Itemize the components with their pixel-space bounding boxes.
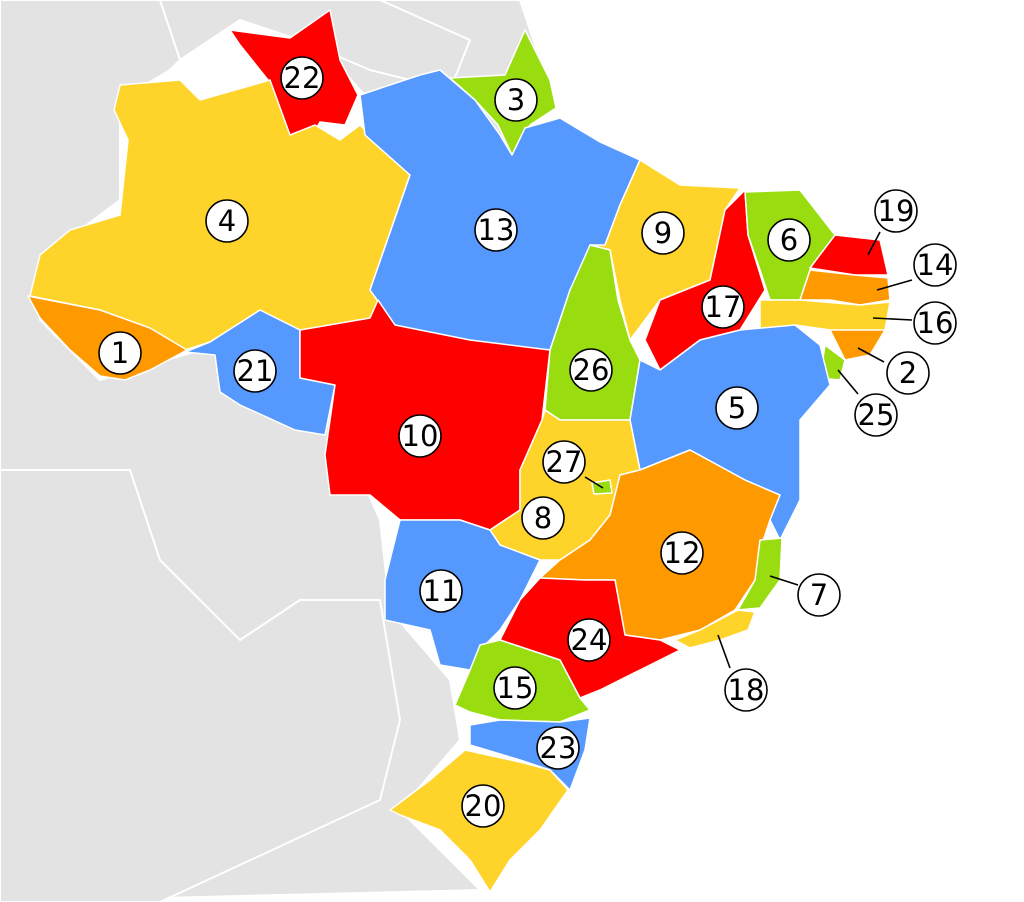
state-number-rio-grande-do-sul: 20 [465, 789, 502, 823]
state-espirito-santo[interactable] [737, 537, 783, 611]
leader-line-19 [867, 231, 881, 256]
state-number-mato-grosso-do-sul: 11 [423, 574, 460, 608]
state-badge-pernambuco[interactable]: 16 [913, 301, 957, 345]
state-badge-para[interactable]: 13 [474, 208, 518, 252]
state-badge-sergipe[interactable]: 25 [854, 393, 898, 437]
state-badge-rio-grande-do-sul[interactable]: 20 [461, 784, 505, 828]
state-number-sergipe: 25 [858, 398, 895, 432]
state-number-ceara: 6 [780, 223, 798, 257]
state-number-acre: 1 [111, 336, 129, 370]
state-badge-goias[interactable]: 8 [521, 496, 565, 540]
state-number-rio-grande-do-norte: 19 [878, 194, 915, 228]
state-badge-santa-catarina[interactable]: 23 [536, 726, 580, 770]
state-badge-rondonia[interactable]: 21 [233, 349, 277, 393]
state-badge-rio-grande-do-norte[interactable]: 19 [874, 189, 918, 233]
state-badge-espirito-santo[interactable]: 7 [797, 573, 841, 617]
state-badge-mato-grosso[interactable]: 10 [398, 414, 442, 458]
leader-line-16 [872, 317, 913, 321]
leader-line-27 [584, 476, 604, 489]
state-badge-maranhao[interactable]: 9 [641, 211, 685, 255]
state-badge-acre[interactable]: 1 [98, 331, 142, 375]
state-number-goias: 8 [534, 501, 552, 535]
state-badge-sao-paulo[interactable]: 24 [567, 618, 611, 662]
state-badge-rio-de-janeiro[interactable]: 18 [724, 668, 768, 712]
leader-line-7 [769, 575, 799, 586]
state-rio-de-janeiro[interactable] [674, 609, 756, 649]
state-number-distrito-federal: 27 [546, 445, 583, 479]
state-badge-bahia[interactable]: 5 [715, 386, 759, 430]
state-number-espirito-santo: 7 [810, 578, 828, 612]
state-rio-grande-do-norte[interactable] [809, 234, 889, 276]
state-number-sao-paulo: 24 [571, 623, 608, 657]
state-badge-alagoas[interactable]: 2 [886, 351, 930, 395]
state-number-piaui: 17 [705, 290, 742, 324]
state-badge-amapa[interactable]: 3 [494, 78, 538, 122]
state-badge-roraima[interactable]: 22 [280, 56, 324, 100]
state-badge-amazonas[interactable]: 4 [205, 199, 249, 243]
state-number-rio-de-janeiro: 18 [728, 673, 765, 707]
leader-line-25 [837, 369, 859, 395]
state-badge-distrito-federal[interactable]: 27 [542, 440, 586, 484]
state-badge-tocantins[interactable]: 26 [569, 348, 613, 392]
state-number-pernambuco: 16 [917, 306, 954, 340]
state-number-badges: 1 2 3 4 5 6 7 8 9 10 11 12 13 14 15 16 1… [98, 56, 957, 828]
neighbor-land-south [0, 469, 401, 902]
state-badge-parana[interactable]: 15 [493, 666, 537, 710]
state-number-amazonas: 4 [218, 204, 236, 238]
leader-line-2 [857, 347, 885, 363]
state-badge-ceara[interactable]: 6 [767, 218, 811, 262]
state-number-santa-catarina: 23 [540, 731, 577, 765]
state-mato-grosso-do-sul[interactable] [384, 519, 541, 671]
state-badge-mato-grosso-do-sul[interactable]: 11 [419, 569, 463, 613]
state-number-alagoas: 2 [899, 356, 917, 390]
state-badge-paraiba[interactable]: 14 [913, 243, 957, 287]
state-number-mato-grosso: 10 [402, 419, 439, 453]
state-number-minas-gerais: 12 [664, 536, 701, 570]
state-badge-piaui[interactable]: 17 [701, 285, 745, 329]
state-badge-minas-gerais[interactable]: 12 [660, 531, 704, 575]
state-number-tocantins: 26 [573, 353, 610, 387]
state-number-rondonia: 21 [237, 354, 274, 388]
state-number-roraima: 22 [284, 61, 321, 95]
state-number-amapa: 3 [507, 83, 525, 117]
leader-lines [584, 231, 913, 669]
leader-line-14 [876, 279, 913, 291]
state-number-maranhao: 9 [654, 216, 672, 250]
state-number-para: 13 [478, 213, 515, 247]
state-number-parana: 15 [497, 671, 534, 705]
state-number-paraiba: 14 [917, 248, 954, 282]
state-number-bahia: 5 [728, 391, 746, 425]
leader-line-18 [717, 634, 731, 669]
